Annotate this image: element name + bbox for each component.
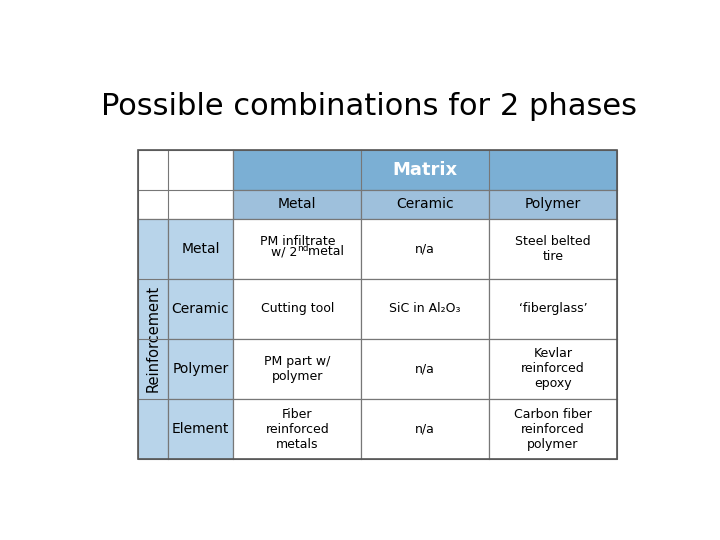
Text: Kevlar
reinforced
epoxy: Kevlar reinforced epoxy [521,347,585,390]
Text: n/a: n/a [415,362,435,375]
Bar [489,219,617,279]
Text: Steel belted
tire: Steel belted tire [516,235,591,263]
Bar [489,339,617,399]
Bar [168,339,233,399]
Text: Metal: Metal [278,197,317,211]
Text: Cutting tool: Cutting tool [261,302,334,315]
Bar [361,339,489,399]
Bar [138,150,617,459]
Bar [168,219,233,279]
Text: Polymer: Polymer [525,197,581,211]
Text: n/a: n/a [415,242,435,255]
Text: ‘fiberglass’: ‘fiberglass’ [518,302,588,315]
Bar [168,279,233,339]
Text: Element: Element [172,422,229,436]
Text: Possible combinations for 2 phases: Possible combinations for 2 phases [101,92,637,121]
Bar [138,150,233,219]
Text: n/a: n/a [415,422,435,435]
Text: Polymer: Polymer [172,362,228,376]
Bar [233,339,361,399]
Text: Ceramic: Ceramic [397,197,454,211]
Bar [168,399,233,459]
Bar [361,190,489,219]
Text: Reinforcement: Reinforcement [145,285,161,393]
Bar [361,219,489,279]
Bar [138,219,168,459]
Bar [489,399,617,459]
Bar [233,190,361,219]
Text: PM part w/
polymer: PM part w/ polymer [264,355,330,383]
Text: Ceramic: Ceramic [171,302,229,316]
Text: Matrix: Matrix [392,160,458,179]
Bar [233,279,361,339]
Bar [489,279,617,339]
Text: metal: metal [305,245,344,259]
Bar [233,399,361,459]
Text: SiC in Al₂O₃: SiC in Al₂O₃ [390,302,461,315]
Bar [489,190,617,219]
Text: nd: nd [297,244,309,253]
Text: Fiber
reinforced
metals: Fiber reinforced metals [266,408,329,450]
Text: w/ 2: w/ 2 [271,245,297,259]
Bar [361,279,489,339]
Bar [233,219,361,279]
Text: Carbon fiber
reinforced
polymer: Carbon fiber reinforced polymer [514,408,592,450]
Bar [233,150,617,190]
Bar [361,399,489,459]
Text: PM infiltrate: PM infiltrate [260,235,335,248]
Text: Metal: Metal [181,242,220,256]
